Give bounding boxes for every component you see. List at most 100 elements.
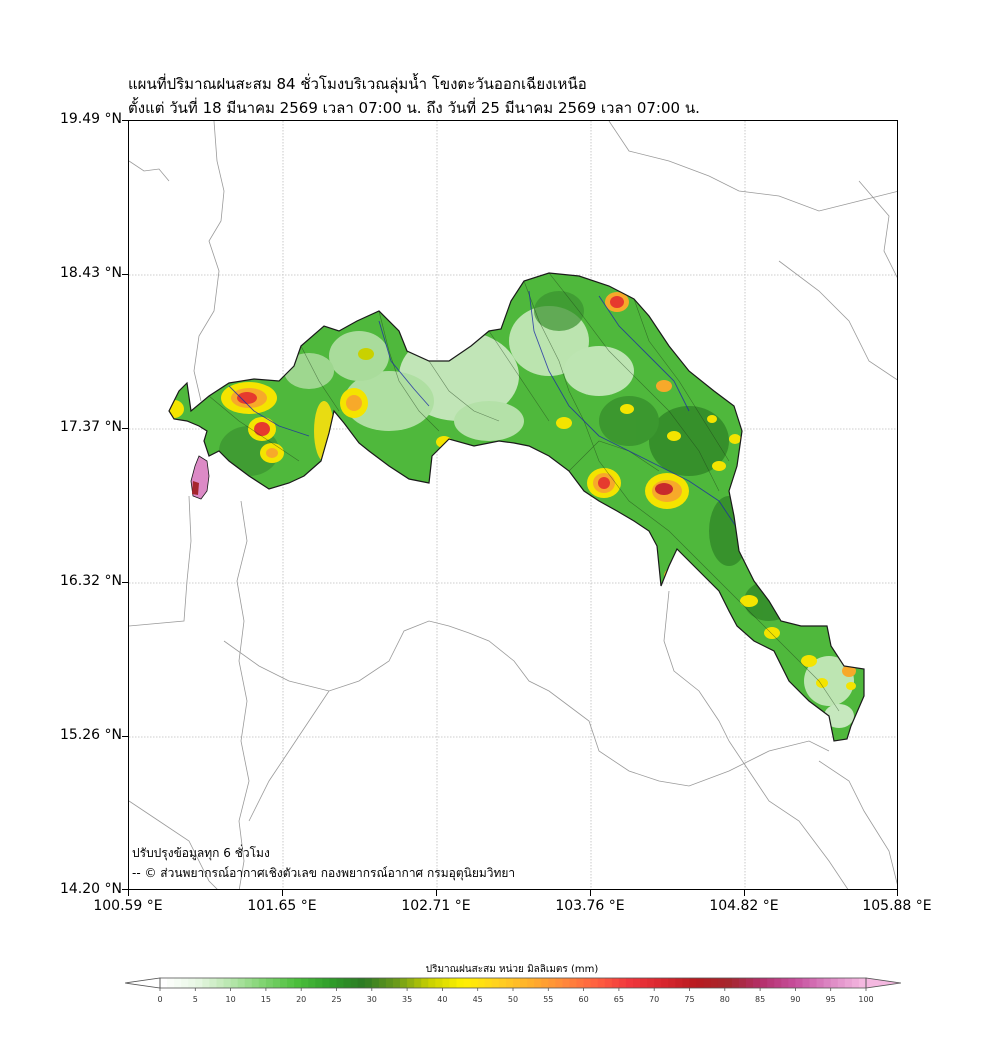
- rainfall-map: [129, 121, 897, 889]
- colorbar-segment: [520, 978, 528, 988]
- colorbar-segment: [590, 978, 599, 988]
- colorbar-segment: [421, 978, 429, 988]
- colorbar-segment: [696, 978, 705, 988]
- colorbar-segment: [407, 978, 415, 988]
- colorbar-segment: [781, 978, 789, 988]
- colorbar-segment: [513, 978, 521, 988]
- colorbar-segment: [738, 978, 747, 988]
- colorbar-segment: [527, 978, 535, 988]
- colorbar-tick-label: 75: [684, 995, 694, 1004]
- colorbar-segment: [160, 978, 168, 988]
- colorbar-segment: [851, 978, 860, 988]
- colorbar-segment: [689, 978, 698, 988]
- colorbar-segment: [569, 978, 578, 988]
- update-note: ปรับปรุงข้อมูลทุก 6 ชั่วโมง: [132, 846, 270, 860]
- colorbar-segment: [216, 978, 225, 988]
- colorbar-segment: [209, 978, 217, 988]
- colorbar-segment: [647, 978, 655, 988]
- colorbar-tick-label: 25: [331, 995, 341, 1004]
- lon-tick-label: 102.71 °E: [401, 898, 471, 914]
- colorbar-segment: [555, 978, 563, 988]
- colorbar-segment: [724, 978, 733, 988]
- colorbar-tick-label: 60: [579, 995, 589, 1004]
- colorbar-tick-label: 95: [826, 995, 836, 1004]
- lat-tick-mark: [122, 582, 128, 583]
- colorbar-segment: [414, 978, 422, 988]
- colorbar-segment: [400, 978, 408, 988]
- colorbar-segment: [294, 978, 302, 988]
- colorbar-tick-label: 90: [790, 995, 800, 1004]
- colorbar-segment: [223, 978, 232, 988]
- colorbar-segment: [816, 978, 825, 988]
- colorbar-segment: [477, 978, 486, 988]
- colorbar-segments: [160, 978, 867, 988]
- lat-tick-label: 18.43 °N: [59, 265, 122, 281]
- colorbar-segment: [230, 978, 239, 988]
- colorbar-segment: [802, 978, 811, 988]
- colorbar-segment: [491, 978, 500, 988]
- colorbar-segment: [357, 978, 366, 988]
- colorbar-segment: [456, 978, 465, 988]
- colorbar-segment: [541, 978, 549, 988]
- colorbar-segment: [548, 978, 556, 988]
- colorbar-segment: [682, 978, 690, 988]
- colorbar-tick-label: 70: [649, 995, 659, 1004]
- colorbar-segment: [167, 978, 175, 988]
- colorbar-tick-label: 35: [402, 995, 412, 1004]
- lon-tick-mark: [282, 890, 283, 896]
- lat-tick-mark: [122, 120, 128, 121]
- lat-tick-label: 16.32 °N: [59, 573, 122, 589]
- lon-tick-mark: [590, 890, 591, 896]
- colorbar-segment: [583, 978, 592, 988]
- colorbar-segment: [336, 978, 345, 988]
- rainfall-field: [169, 273, 864, 741]
- colorbar-segment: [244, 978, 253, 988]
- colorbar-segment: [442, 978, 450, 988]
- colorbar-tick-label: 5: [193, 995, 198, 1004]
- colorbar-segment: [703, 978, 712, 988]
- map-title-line1: แผนที่ปริมาณฝนสะสม 84 ชั่วโมงบริเวณลุ่มน…: [128, 75, 587, 93]
- colorbar-segment: [237, 978, 246, 988]
- colorbar-segment: [202, 978, 210, 988]
- colorbar-segment: [484, 978, 493, 988]
- colorbar-segment: [258, 978, 267, 988]
- colorbar-segment: [767, 978, 775, 988]
- colorbar-segment: [844, 978, 853, 988]
- colorbar-tick-label: 15: [261, 995, 271, 1004]
- colorbar-segment: [364, 978, 373, 988]
- colorbar-segment: [498, 978, 507, 988]
- colorbar-tick-label: 45: [473, 995, 483, 1004]
- colorbar-segment: [597, 978, 606, 988]
- colorbar-segment: [378, 978, 387, 988]
- high-rainfall-core: [192, 481, 199, 495]
- colorbar-segment: [280, 978, 288, 988]
- lat-tick-mark: [122, 736, 128, 737]
- colorbar-max-arrow: [865, 977, 901, 989]
- colorbar-segment: [654, 978, 662, 988]
- colorbar-segment: [265, 978, 274, 988]
- colorbar-segment: [322, 978, 330, 988]
- colorbar-segment: [604, 978, 613, 988]
- basin-outline: [168, 272, 865, 742]
- lon-tick-label: 104.82 °E: [709, 898, 779, 914]
- credit-note: -- © ส่วนพยากรณ์อากาศเชิงตัวเลข กองพยากร…: [132, 866, 516, 880]
- lon-tick-label: 105.88 °E: [862, 898, 932, 914]
- colorbar-tick-label: 80: [720, 995, 730, 1004]
- colorbar-segment: [633, 978, 641, 988]
- colorbar-tick-label: 30: [367, 995, 377, 1004]
- colorbar-labels: 0 5 10 15 20 25 30 35 40 45 50 55 60 65 70 75 80 85 90 95 10…: [157, 988, 874, 1004]
- colorbar-segment: [505, 978, 514, 988]
- colorbar-segment: [195, 978, 203, 988]
- colorbar-segment: [251, 978, 260, 988]
- colorbar-segment: [272, 978, 281, 988]
- lon-tick-mark: [744, 890, 745, 896]
- colorbar-segment: [188, 978, 196, 988]
- colorbar-segment: [837, 978, 846, 988]
- colorbar-segment: [576, 978, 585, 988]
- lat-tick-mark: [122, 274, 128, 275]
- colorbar-segment: [618, 978, 627, 988]
- colorbar-segment: [562, 978, 570, 988]
- colorbar-segment: [731, 978, 740, 988]
- lat-tick-label: 14.20 °N: [59, 881, 122, 897]
- colorbar-segment: [625, 978, 634, 988]
